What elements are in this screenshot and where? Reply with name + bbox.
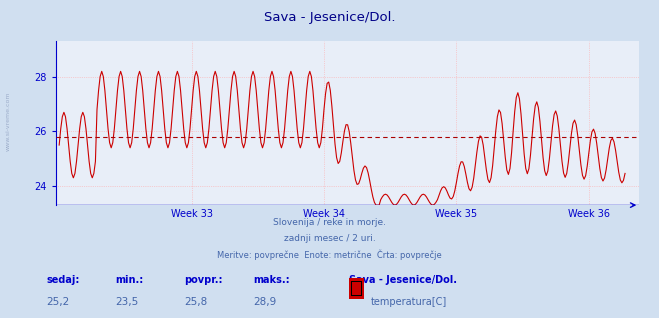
Text: 23,5: 23,5: [115, 297, 138, 307]
Text: 28,9: 28,9: [254, 297, 277, 307]
Text: zadnji mesec / 2 uri.: zadnji mesec / 2 uri.: [283, 234, 376, 243]
Text: min.:: min.:: [115, 275, 144, 285]
Text: temperatura[C]: temperatura[C]: [370, 297, 447, 307]
Text: 25,2: 25,2: [46, 297, 69, 307]
Text: povpr.:: povpr.:: [185, 275, 223, 285]
Text: www.si-vreme.com: www.si-vreme.com: [6, 91, 11, 151]
Text: Slovenija / reke in morje.: Slovenija / reke in morje.: [273, 218, 386, 227]
Text: 25,8: 25,8: [185, 297, 208, 307]
Text: Sava - Jesenice/Dol.: Sava - Jesenice/Dol.: [264, 11, 395, 24]
Text: Meritve: povprečne  Enote: metrične  Črta: povprečje: Meritve: povprečne Enote: metrične Črta:…: [217, 250, 442, 260]
Text: maks.:: maks.:: [254, 275, 291, 285]
Text: sedaj:: sedaj:: [46, 275, 80, 285]
Text: Sava - Jesenice/Dol.: Sava - Jesenice/Dol.: [349, 275, 457, 285]
